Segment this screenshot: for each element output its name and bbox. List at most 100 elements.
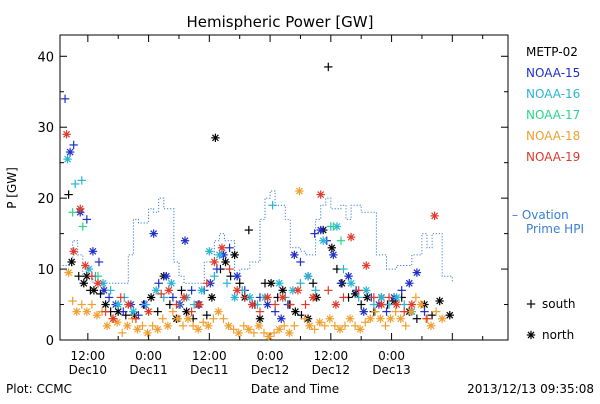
north-point	[255, 314, 265, 323]
south-point	[131, 314, 141, 323]
legend-series-label: NOAA-16	[526, 87, 580, 101]
marker-stroke	[205, 247, 213, 255]
north-point	[346, 232, 356, 242]
south-point	[168, 293, 178, 302]
marker-stroke	[255, 322, 263, 330]
south-point	[158, 314, 167, 323]
marker-stroke	[377, 293, 385, 301]
marker-stroke	[83, 308, 91, 316]
north-point	[264, 332, 274, 341]
marker-stroke	[231, 293, 239, 301]
north-point	[437, 314, 447, 323]
south-point	[401, 321, 410, 331]
marker-stroke	[294, 286, 302, 294]
north-point	[195, 300, 204, 309]
marker-stroke	[100, 286, 108, 294]
marker-stroke	[144, 329, 152, 337]
south-point	[64, 190, 73, 199]
north-point	[84, 264, 94, 274]
south-point	[96, 289, 105, 299]
marker-stroke	[174, 315, 182, 323]
marker-stroke	[222, 258, 229, 266]
legend-ovation-label-2: Prime HPI	[526, 222, 584, 236]
marker-stroke	[326, 315, 334, 323]
marker-stroke	[285, 329, 293, 337]
north-point	[82, 307, 92, 316]
north-point	[293, 286, 303, 295]
south-point	[329, 222, 338, 231]
south-point	[369, 293, 379, 302]
south-point	[70, 179, 80, 189]
south-point	[209, 314, 218, 323]
north-point	[64, 268, 73, 277]
marker-stroke	[279, 293, 287, 301]
marker-stroke	[102, 301, 110, 308]
south-point	[240, 293, 249, 302]
marker-stroke	[123, 322, 131, 330]
marker-stroke	[289, 286, 297, 294]
south-point	[361, 318, 370, 327]
marker-stroke	[210, 258, 218, 266]
north-point	[426, 321, 436, 331]
marker-stroke	[246, 293, 254, 301]
y-axis-label: P [GW]	[5, 167, 19, 209]
north-point	[67, 257, 76, 267]
south-point	[290, 321, 299, 331]
north-point	[386, 314, 395, 323]
marker-stroke	[345, 272, 352, 280]
marker-stroke	[85, 265, 93, 273]
north-point	[319, 236, 328, 245]
marker-stroke	[405, 279, 413, 287]
marker-stroke	[113, 318, 121, 326]
marker-stroke	[231, 251, 239, 259]
north-point	[182, 307, 191, 316]
north-point	[164, 286, 174, 295]
marker-stroke	[218, 244, 226, 252]
south-point	[168, 307, 178, 316]
marker-stroke	[291, 308, 299, 316]
north-point	[92, 310, 102, 320]
marker-stroke	[89, 247, 97, 255]
legend-series-label: NOAA-15	[526, 66, 580, 80]
south-point	[259, 328, 269, 338]
north-point	[133, 325, 142, 334]
marker-stroke	[413, 269, 421, 277]
marker-stroke	[317, 226, 325, 234]
south-point	[411, 293, 421, 302]
marker-stroke	[366, 315, 374, 323]
south-point	[157, 289, 166, 299]
south-point	[412, 314, 422, 323]
north-point	[405, 279, 414, 288]
marker-stroke	[167, 279, 175, 287]
marker-stroke	[63, 130, 71, 138]
marker-stroke	[164, 322, 172, 330]
north-point	[205, 247, 214, 256]
south-point	[384, 293, 394, 302]
south-point	[119, 307, 128, 316]
marker-stroke	[248, 301, 256, 308]
north-point	[331, 300, 341, 309]
north-point	[197, 286, 206, 295]
marker-stroke	[393, 301, 401, 308]
legend-north-marker	[526, 330, 536, 340]
north-point	[215, 250, 224, 260]
south-point	[235, 279, 244, 288]
north-point	[221, 257, 230, 267]
north-point	[114, 300, 123, 309]
north-point	[129, 307, 138, 316]
north-point	[163, 321, 173, 331]
marker-stroke	[147, 293, 155, 301]
south-point	[296, 279, 305, 288]
south-point	[301, 300, 310, 309]
y-tick-label: 30	[37, 121, 54, 136]
north-point	[366, 314, 375, 323]
south-point	[336, 236, 346, 245]
marker-stroke	[114, 301, 122, 308]
south-point	[219, 314, 228, 323]
footer-right: 2013/12/13 09:35:08	[467, 382, 594, 396]
marker-stroke	[527, 331, 535, 339]
marker-stroke	[427, 322, 435, 330]
north-point	[108, 314, 118, 323]
marker-stroke	[211, 134, 219, 142]
